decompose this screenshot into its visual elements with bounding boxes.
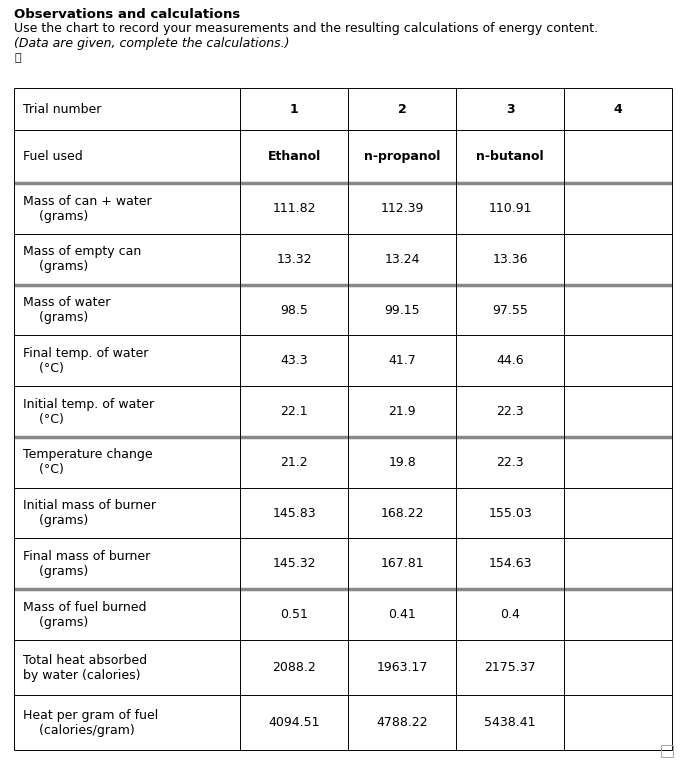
- Text: 19.8: 19.8: [388, 456, 416, 469]
- Text: 155.03: 155.03: [488, 507, 532, 520]
- Text: 13.36: 13.36: [493, 253, 528, 266]
- Text: Mass of fuel burned
    (grams): Mass of fuel burned (grams): [23, 600, 146, 629]
- Text: Fuel used: Fuel used: [23, 150, 83, 163]
- Text: 44.6: 44.6: [496, 354, 524, 367]
- Text: Final temp. of water
    (°C): Final temp. of water (°C): [23, 347, 148, 375]
- Text: Mass of empty can
    (grams): Mass of empty can (grams): [23, 245, 141, 274]
- Text: 110.91: 110.91: [488, 202, 532, 215]
- Text: 4: 4: [614, 103, 623, 116]
- Text: 167.81: 167.81: [380, 557, 424, 571]
- Text: 154.63: 154.63: [488, 557, 532, 571]
- Text: 168.22: 168.22: [380, 507, 424, 520]
- Text: 97.55: 97.55: [492, 303, 528, 316]
- Text: 21.9: 21.9: [388, 405, 416, 418]
- Text: 145.32: 145.32: [272, 557, 316, 571]
- Text: 13.32: 13.32: [277, 253, 312, 266]
- Text: 41.7: 41.7: [388, 354, 416, 367]
- Text: Use the chart to record your measurements and the resulting calculations of ener: Use the chart to record your measurement…: [14, 22, 598, 35]
- Text: ⤢: ⤢: [14, 53, 21, 63]
- Text: 0.41: 0.41: [388, 608, 416, 621]
- Text: 0.4: 0.4: [500, 608, 520, 621]
- Text: 22.1: 22.1: [281, 405, 308, 418]
- Text: 13.24: 13.24: [385, 253, 420, 266]
- Text: 2: 2: [398, 103, 407, 116]
- Text: 5438.41: 5438.41: [484, 716, 536, 729]
- Text: 111.82: 111.82: [272, 202, 316, 215]
- Text: 4788.22: 4788.22: [376, 716, 428, 729]
- Text: 0.51: 0.51: [280, 608, 308, 621]
- Text: Initial temp. of water
    (°C): Initial temp. of water (°C): [23, 398, 153, 426]
- Text: Final mass of burner
    (grams): Final mass of burner (grams): [23, 550, 150, 578]
- Text: Heat per gram of fuel
    (calories/gram): Heat per gram of fuel (calories/gram): [23, 709, 158, 737]
- Text: Ethanol: Ethanol: [268, 150, 321, 163]
- Text: n-butanol: n-butanol: [476, 150, 544, 163]
- Text: Temperature change
    (°C): Temperature change (°C): [23, 448, 152, 476]
- Text: 3: 3: [506, 103, 515, 116]
- Text: Total heat absorbed
by water (calories): Total heat absorbed by water (calories): [23, 654, 147, 681]
- Text: 22.3: 22.3: [496, 405, 524, 418]
- Text: 2088.2: 2088.2: [272, 661, 316, 674]
- Text: 22.3: 22.3: [496, 456, 524, 469]
- Text: Trial number: Trial number: [23, 103, 101, 116]
- Text: 21.2: 21.2: [281, 456, 308, 469]
- Text: 98.5: 98.5: [280, 303, 308, 316]
- Text: 43.3: 43.3: [281, 354, 308, 367]
- Text: Mass of can + water
    (grams): Mass of can + water (grams): [23, 194, 151, 223]
- Text: Initial mass of burner
    (grams): Initial mass of burner (grams): [23, 499, 155, 527]
- Text: 99.15: 99.15: [385, 303, 420, 316]
- Text: 112.39: 112.39: [380, 202, 424, 215]
- Text: 4094.51: 4094.51: [268, 716, 320, 729]
- Text: Mass of water
    (grams): Mass of water (grams): [23, 296, 110, 324]
- Text: 1963.17: 1963.17: [376, 661, 428, 674]
- Text: n-propanol: n-propanol: [364, 150, 440, 163]
- Text: 2175.37: 2175.37: [484, 661, 536, 674]
- Text: (Data are given, complete the calculations.): (Data are given, complete the calculatio…: [14, 37, 290, 50]
- Text: 1: 1: [290, 103, 299, 116]
- Text: Observations and calculations: Observations and calculations: [14, 8, 240, 21]
- Text: 145.83: 145.83: [272, 507, 316, 520]
